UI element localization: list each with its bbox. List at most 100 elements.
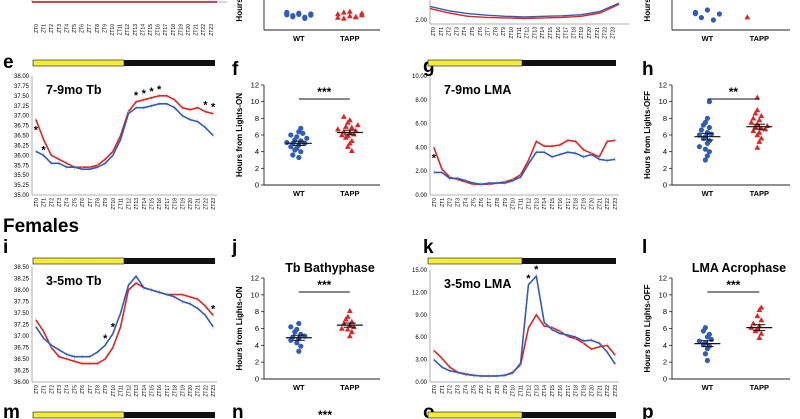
- significance-star-e: *: [211, 102, 216, 114]
- y-tick-label-i: 36.75: [14, 346, 30, 352]
- dot-top-strip-phase-b-wt: [302, 14, 308, 20]
- dot-h-tapp: [752, 110, 759, 116]
- panel-title-i: 3-5mo Tb: [46, 274, 102, 288]
- panel-letter-h: h: [642, 59, 654, 80]
- light-bar-m-dark: [124, 412, 215, 418]
- x-tick-label-top-strip-tb-d: ZT2: [49, 24, 55, 33]
- y-axis-title-top-strip-phase-d: Hours: [643, 0, 652, 22]
- x-tick-label-k: ZT17: [566, 385, 572, 397]
- dot-top-strip-phase-b-tapp: [346, 13, 353, 19]
- light-bar-g-light: [427, 59, 523, 67]
- y-tick-label-i: 38.00: [14, 288, 30, 294]
- x-tick-label-e: ZT16: [157, 198, 163, 210]
- panel-letter-k: k: [423, 237, 434, 258]
- dot-top-strip-phase-b-tapp: [334, 14, 341, 20]
- dot-f-wt: [294, 134, 300, 140]
- x-tick-label-top-strip-tb-d: ZT12: [125, 24, 131, 36]
- light-bar-g-dark: [522, 60, 616, 66]
- x-tick-label-i: ZT8: [96, 385, 102, 394]
- x-tick-label-e: ZT10: [111, 198, 117, 210]
- dot-j-tapp: [344, 313, 351, 319]
- series-line-k-wt: [433, 275, 616, 377]
- x-tick-label-g: ZT6: [479, 198, 485, 207]
- significance-label-l: ***: [726, 278, 740, 292]
- dot-j-wt: [296, 320, 302, 327]
- significance-star-e: *: [157, 84, 162, 96]
- x-tick-label-k: ZT3: [456, 385, 462, 394]
- panel-title-e: 7-9mo Tb: [46, 83, 102, 97]
- x-tick-label-top-strip-lma-c: ZT20: [587, 27, 593, 39]
- significance-star-k: *: [534, 264, 539, 276]
- x-tick-label-i: ZT4: [65, 385, 71, 394]
- dot-l-tapp: [758, 304, 765, 310]
- x-tick-label-top-strip-lma-c: ZT4: [462, 27, 468, 36]
- y-tick-label-f: 0: [255, 181, 259, 190]
- dot-j-wt: [294, 340, 300, 346]
- light-bar-o-light: [427, 411, 523, 419]
- panel-letter-l: l: [642, 237, 647, 258]
- x-tick-label-e: ZT13: [134, 198, 140, 210]
- x-tick-label-i: ZT19: [180, 385, 186, 397]
- x-tick-label-i: ZT20: [188, 385, 194, 397]
- x-tick-label-i: ZT3: [57, 385, 63, 394]
- y-tick-label-f: 12: [251, 81, 259, 90]
- dot-f-tapp: [344, 143, 351, 149]
- x-tick-label-top-strip-tb-d: ZT11: [118, 24, 124, 36]
- y-tick-label-e: 38.00: [14, 74, 30, 80]
- x-tick-label-e: ZT9: [103, 198, 109, 207]
- dot-j-wt: [296, 348, 302, 354]
- dot-f-wt: [288, 132, 294, 138]
- dot-f-tapp: [348, 147, 355, 154]
- x-tick-label-k: ZT2: [448, 385, 454, 394]
- y-tick-label-i: 38.25: [14, 277, 30, 283]
- x-tick-label-k: ZT7: [487, 385, 493, 394]
- y-tick-label-k: 12.00: [412, 290, 428, 296]
- y-tick-label-e: 35.75: [14, 163, 30, 169]
- x-tick-label-i: ZT7: [88, 385, 94, 394]
- y-axis-title-top-strip-phase-b: Hours: [235, 0, 244, 22]
- x-tick-label-k: ZT19: [582, 385, 588, 397]
- x-tick-label-i: ZT9: [103, 385, 109, 394]
- x-tick-label-top-strip-lma-c: ZT9: [501, 27, 507, 36]
- dot-l-wt: [702, 351, 709, 357]
- y-tick-label-h: 6: [663, 131, 667, 140]
- dot-h-tapp: [758, 135, 765, 141]
- x-tick-label-i: ZT6: [80, 385, 86, 394]
- series-line-e-wt: [35, 103, 214, 170]
- x-tick-label-top-strip-lma-c: ZT10: [509, 27, 515, 39]
- x-tick-label-top-strip-lma-c: ZT18: [571, 27, 577, 39]
- y-tick-label-h: 0: [663, 181, 667, 190]
- dot-f-tapp: [348, 124, 355, 130]
- x-tick-label-e: ZT7: [88, 198, 94, 207]
- dot-h-tapp: [750, 115, 757, 121]
- significance-star-g: *: [432, 152, 437, 164]
- dot-h-wt: [702, 157, 709, 163]
- panel-letter-m: m: [3, 402, 20, 419]
- y-tick-label-i: 37.00: [14, 334, 30, 340]
- significance-star-i: *: [103, 333, 108, 345]
- series-line-i-wt: [35, 275, 214, 358]
- x-category-label-l: TAPP: [750, 383, 769, 392]
- dot-l-wt: [704, 357, 711, 364]
- x-tick-label-top-strip-tb-d: ZT3: [57, 24, 63, 33]
- x-tick-label-k: ZT11: [519, 385, 525, 397]
- x-tick-label-k: ZT1: [440, 385, 446, 394]
- y-tick-label-j: 6: [255, 324, 259, 333]
- x-tick-label-top-strip-tb-d: ZT10: [110, 24, 116, 36]
- x-tick-label-i: ZT12: [126, 385, 132, 397]
- x-tick-label-top-strip-lma-c: ZT16: [556, 27, 562, 39]
- x-tick-label-top-strip-lma-c: ZT12: [525, 27, 531, 39]
- y-tick-label-g: 8.00: [415, 98, 427, 104]
- dot-h-tapp: [754, 94, 761, 100]
- y-tick-label-e: 37.00: [14, 114, 30, 120]
- x-tick-label-e: ZT1: [42, 198, 48, 207]
- y-tick-label-g: 0.00: [415, 193, 427, 199]
- dot-top-strip-phase-b-wt: [284, 12, 290, 18]
- x-tick-label-g: ZT17: [566, 198, 572, 210]
- y-tick-label-i: 38.50: [14, 265, 30, 271]
- dot-f-wt: [304, 135, 310, 141]
- dot-top-strip-phase-b-wt: [308, 12, 314, 18]
- x-tick-label-top-strip-lma-c: ZT19: [579, 27, 585, 39]
- x-tick-label-top-strip-tb-d: ZT7: [87, 24, 93, 33]
